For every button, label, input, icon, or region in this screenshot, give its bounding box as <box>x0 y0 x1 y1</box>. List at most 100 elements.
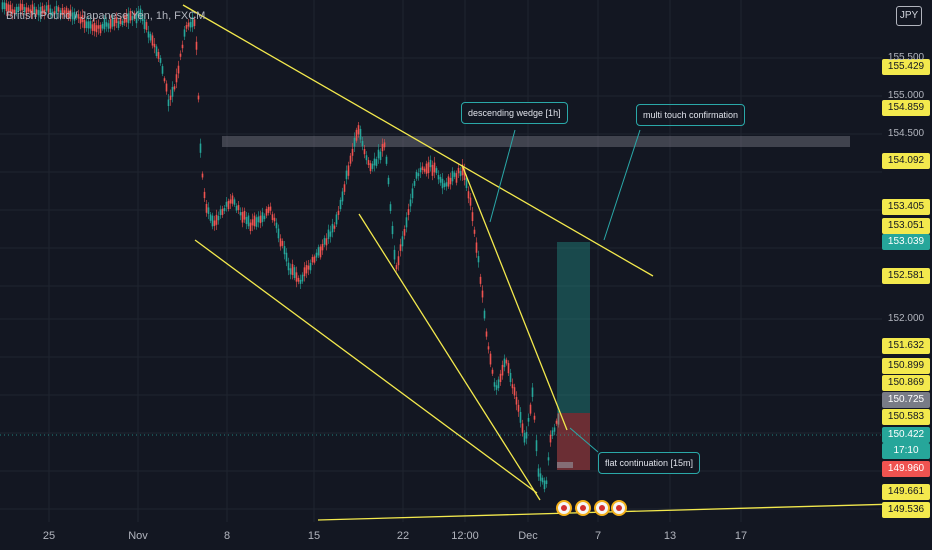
lower-channel-line[interactable] <box>194 239 538 494</box>
resistance-zone[interactable] <box>222 136 850 147</box>
candle-body <box>257 216 260 223</box>
event-badge-icon[interactable] <box>594 500 610 516</box>
candle-body <box>483 310 486 319</box>
candle-body <box>259 215 262 224</box>
candle-body <box>325 238 328 246</box>
candle-body <box>61 8 64 15</box>
candle-body <box>159 57 162 63</box>
candle-body <box>421 166 424 171</box>
candle-body <box>79 16 82 24</box>
candle-body <box>315 252 318 258</box>
candle-body <box>151 35 154 46</box>
candle-body <box>317 247 320 256</box>
candle-body <box>161 66 164 74</box>
candle-body <box>287 262 290 271</box>
wedge-upper-line[interactable] <box>461 164 568 431</box>
candle-body <box>49 8 52 16</box>
candle-body <box>133 13 136 19</box>
candle-body <box>153 43 156 48</box>
candle-body <box>437 175 440 180</box>
candle-body <box>293 267 296 278</box>
candle-body <box>443 183 446 187</box>
upper-channel-line[interactable] <box>182 4 654 277</box>
candle-body <box>81 14 84 23</box>
candle-body <box>285 252 288 262</box>
wedge-lower-line[interactable] <box>358 213 541 501</box>
candle-body <box>267 207 270 213</box>
candle-body <box>71 12 74 20</box>
candle-body <box>415 171 418 179</box>
candle-body <box>19 3 22 11</box>
candle-body <box>17 6 20 12</box>
position-stop-zone[interactable] <box>557 413 590 470</box>
candle-body <box>225 201 228 207</box>
candle-body <box>221 208 224 215</box>
candle-body <box>85 21 88 29</box>
event-badge-icon[interactable] <box>556 500 572 516</box>
currency-button[interactable]: JPY <box>896 6 922 26</box>
candle-body <box>281 240 284 246</box>
candle-body <box>125 13 128 23</box>
candle-body <box>47 4 50 13</box>
candle-body <box>301 274 304 282</box>
candle-body <box>485 331 488 337</box>
candle-body <box>203 191 206 199</box>
candle-body <box>557 413 560 425</box>
candle-body <box>481 290 484 298</box>
candle-body <box>261 212 264 222</box>
candle-body <box>375 159 378 166</box>
candle-body <box>57 7 60 12</box>
candle-body <box>21 4 24 10</box>
candle-body <box>101 23 104 29</box>
candle-body <box>275 222 278 229</box>
candle-body <box>7 4 10 13</box>
flat-continuation-callout[interactable]: flat continuation [15m] <box>598 452 701 474</box>
candle-body <box>103 18 106 30</box>
position-target-zone[interactable] <box>557 242 590 413</box>
candle-body <box>401 236 404 247</box>
candle-body <box>479 276 482 284</box>
candle-body <box>29 9 32 13</box>
time-tick-label: Nov <box>128 530 148 542</box>
descending-wedge-callout[interactable]: descending wedge [1h] <box>461 102 568 124</box>
time-axis-background <box>0 522 882 550</box>
candle-body <box>83 19 86 29</box>
event-badge-icon[interactable] <box>575 500 591 516</box>
candle-body <box>217 215 220 221</box>
symbol-title[interactable]: British Pound / Japanese Yen, 1h, FXCM <box>6 10 206 22</box>
candle-body <box>459 171 462 177</box>
event-badge-icon[interactable] <box>611 500 627 516</box>
candle-body <box>461 164 464 176</box>
candle-body <box>517 404 520 412</box>
candle-body <box>53 11 56 15</box>
candle-body <box>165 83 168 92</box>
candle-body <box>313 256 316 263</box>
candle-body <box>307 265 310 270</box>
candle-body <box>351 148 354 156</box>
candle-body <box>227 200 230 210</box>
candle-body <box>409 199 412 207</box>
candle-body <box>33 6 36 14</box>
candle-body <box>425 163 428 174</box>
candle-body <box>127 13 130 24</box>
candle-body <box>385 156 388 164</box>
candle-body <box>107 23 110 29</box>
multi-touch-callout[interactable]: multi touch confirmation <box>636 104 746 126</box>
candle-body <box>529 404 532 414</box>
time-tick-label: 12:00 <box>451 530 479 542</box>
candle-body <box>305 265 308 274</box>
candle-body <box>355 129 358 141</box>
candle-body <box>299 279 302 284</box>
candle-body <box>35 9 38 15</box>
candle-body <box>521 423 524 433</box>
candle-body <box>397 256 400 266</box>
candle-body <box>345 170 348 180</box>
candle-body <box>181 44 184 49</box>
candle-body <box>303 267 306 277</box>
candle-body <box>179 53 182 57</box>
candle-body <box>1 2 4 10</box>
candle-body <box>119 17 122 24</box>
candle-body <box>381 144 384 152</box>
price-label: 153.405 <box>882 199 930 215</box>
